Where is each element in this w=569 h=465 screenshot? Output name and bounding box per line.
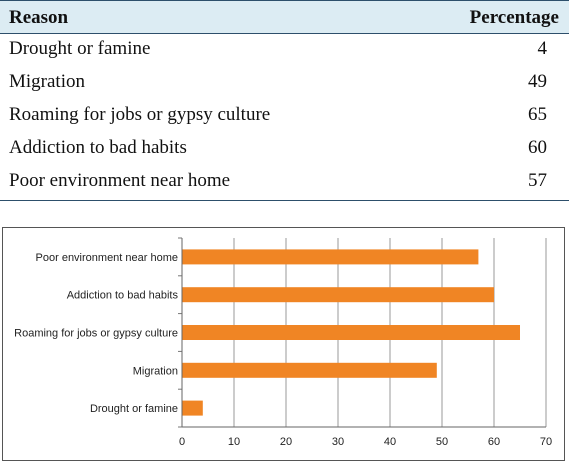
category-label: Roaming for jobs or gypsy culture bbox=[14, 328, 178, 340]
x-tick-label: 30 bbox=[332, 436, 344, 448]
x-tick-label: 60 bbox=[488, 436, 500, 448]
bar-chart: Poor environment near home Addiction to b… bbox=[14, 237, 552, 448]
x-tick-label: 0 bbox=[179, 436, 185, 448]
cell-reason: Poor environment near home bbox=[9, 170, 231, 191]
bar-1 bbox=[182, 249, 479, 265]
cell-reason: Migration bbox=[9, 71, 85, 92]
table-row: Addiction to bad habits 60 bbox=[0, 133, 569, 166]
x-tick-label: 20 bbox=[280, 436, 292, 448]
cell-percentage: 57 bbox=[528, 170, 547, 191]
table-row: Drought or famine 4 bbox=[0, 34, 569, 67]
header-reason: Reason bbox=[9, 7, 69, 28]
cell-reason: Roaming for jobs or gypsy culture bbox=[9, 104, 271, 125]
cell-percentage: 60 bbox=[528, 137, 547, 158]
x-tick-label: 50 bbox=[436, 436, 448, 448]
bar-2 bbox=[182, 287, 494, 303]
cell-reason: Addiction to bad habits bbox=[9, 137, 187, 158]
bar-3 bbox=[182, 325, 520, 340]
x-tick-label: 40 bbox=[384, 436, 396, 448]
bar-chart-frame: Poor environment near home Addiction to b… bbox=[2, 227, 565, 461]
bar-5 bbox=[182, 400, 203, 416]
table-bottom-rule bbox=[0, 200, 569, 201]
cell-percentage: 65 bbox=[528, 104, 547, 125]
cell-percentage: 4 bbox=[537, 38, 548, 59]
bar-4 bbox=[182, 362, 437, 378]
table-header: Reason Percentage bbox=[0, 0, 569, 34]
table-row: Roaming for jobs or gypsy culture 65 bbox=[0, 100, 569, 133]
category-label: Migration bbox=[133, 365, 178, 377]
category-label: Addiction to bad habits bbox=[67, 290, 179, 302]
category-label: Poor environment near home bbox=[36, 252, 178, 264]
category-label: Drought or famine bbox=[90, 403, 178, 415]
x-tick-label: 70 bbox=[540, 436, 552, 448]
x-tick-label: 10 bbox=[228, 436, 240, 448]
cell-reason: Drought or famine bbox=[9, 38, 151, 59]
cell-percentage: 49 bbox=[528, 71, 547, 92]
table-row: Poor environment near home 57 bbox=[0, 166, 569, 199]
header-percentage: Percentage bbox=[469, 7, 559, 28]
table-row: Migration 49 bbox=[0, 67, 569, 100]
